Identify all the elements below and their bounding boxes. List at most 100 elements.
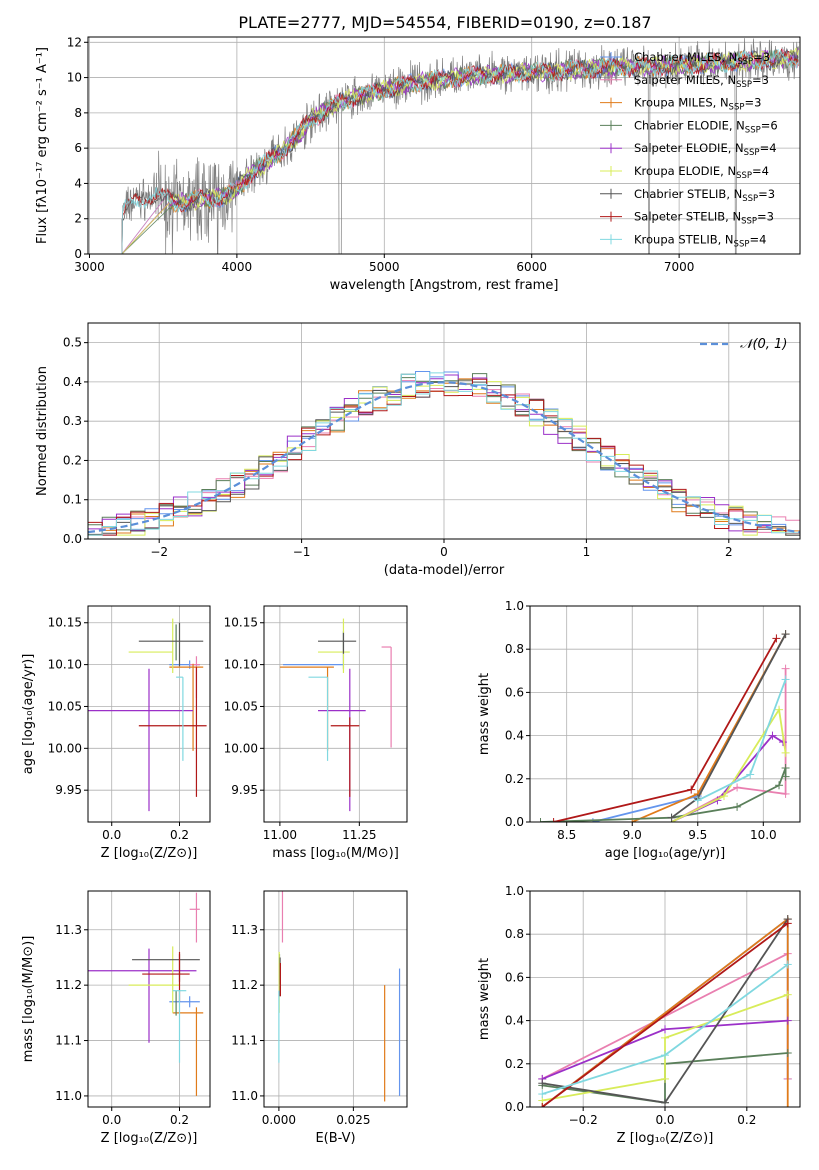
legend-entry-sub: SSP — [736, 171, 752, 181]
mass_weight_vs_age-ytick-label: 0.6 — [505, 685, 524, 699]
mass_weight_vs_age-xtick-label: 9.5 — [688, 828, 707, 842]
spectrum-xtick-label: 4000 — [222, 260, 253, 274]
spectrum-ytick-label: 8 — [74, 106, 82, 120]
residuals-ytick-label: 0.1 — [63, 493, 82, 507]
legend-entry: Chabrier ELODIE, NSSP=6 — [634, 118, 778, 135]
mass_vs_Z-xtick-label: 0.0 — [102, 1113, 121, 1127]
residuals-content — [88, 370, 800, 539]
age_vs_Z-content — [88, 618, 207, 812]
mass_weight_vs_age-ytick-label: 0.0 — [505, 815, 524, 829]
mass_vs_Z-ylabel: mass [log₁₀(M/M⊙)] — [21, 936, 36, 1063]
mass_vs_Z-ytick-label: 11.1 — [55, 1034, 82, 1048]
legend-entry-n: =3 — [752, 73, 769, 87]
legend-entry-sub: SSP — [742, 194, 758, 204]
spectrum-ylabel: Flux [fλ10⁻¹⁷ erg cm⁻² s⁻¹ A⁻¹] — [35, 47, 50, 244]
age_vs_mass-xtick-label: 11.25 — [342, 828, 376, 842]
mass_weight_vs_Z-content — [538, 915, 792, 1107]
mass_weight_vs_age-plot: 8.5 9.0 9.5 10.0 0.0 0.2 0.4 0.6 0.8 1.0 age [log₁… — [477, 599, 801, 861]
spectrum-model-line — [121, 49, 799, 254]
mass_weight_vs_Z-ytick-label: 0.4 — [505, 1014, 524, 1028]
legend-entry-label: Salpeter STELIB, N — [634, 210, 741, 224]
legend-entry: Salpeter ELODIE, NSSP=4 — [634, 141, 777, 158]
legend-entry-label: Salpeter ELODIE, N — [634, 141, 744, 155]
normal-curve — [88, 381, 800, 534]
age_vs_Z-ylabel: age [log₁₀(age/yr)] — [21, 654, 36, 775]
mass_weight_vs_age-content — [536, 630, 790, 822]
mass_vs_Z-ytick-label: 11.0 — [55, 1089, 82, 1103]
mass_weight_vs_age-xtick-label: 10.0 — [750, 828, 777, 842]
mass_weight_vs_age-frame — [529, 605, 801, 823]
mass_vs_Z-ytick-label: 11.2 — [55, 978, 82, 992]
mass_weight_vs_age-xtick-label: 9.0 — [623, 828, 642, 842]
spectrum-xtick-label: 3000 — [74, 260, 105, 274]
mass_weight_vs_Z-xtick-label: 0.2 — [737, 1113, 756, 1127]
legend-entry-n: =6 — [761, 118, 778, 132]
mass_weight_vs_age-series — [592, 633, 787, 822]
legend-entry-n: =3 — [753, 50, 770, 64]
spectrum-model-line — [121, 48, 799, 254]
residuals-ytick-label: 0.5 — [63, 336, 82, 350]
spectrum-ytick-label: 4 — [74, 176, 82, 190]
age_vs_Z-ytick-label: 10.10 — [48, 658, 82, 672]
spectrum-ytick-label: 2 — [74, 212, 82, 226]
spectrum-ytick-label: 10 — [67, 71, 82, 85]
spectrum-ytick-label: 6 — [74, 141, 82, 155]
age_vs_mass-ytick-label: 9.95 — [231, 783, 258, 797]
mass_weight_vs_age-series — [553, 637, 778, 822]
mass_weight_vs_Z-ylabel: mass weight — [477, 958, 492, 1040]
legend-entry-n: =4 — [760, 141, 777, 155]
mass_weight_vs_age-xlabel: age [log₁₀(age/yr)] — [605, 846, 726, 861]
mass_vs_Z-xtick-label: 0.2 — [170, 1113, 189, 1127]
residuals-xtick-label: −2 — [150, 545, 168, 559]
mass_vs_Z-plot: 0.0 0.2 11.0 11.1 11.2 11.3 Z [log₁₀(Z/Z⊙)] mas… — [21, 890, 211, 1146]
age_vs_mass-xtick-label: 11.00 — [263, 828, 297, 842]
mass_weight_vs_age-ylabel: mass weight — [477, 673, 492, 755]
legend-entry: Salpeter STELIB, NSSP=3 — [634, 210, 774, 227]
mass_weight_vs_Z-ytick-label: 1.0 — [505, 884, 524, 898]
mass_weight_vs_age-series — [671, 707, 787, 822]
legend-entry-sub: SSP — [745, 125, 761, 135]
mass_vs_Z-frame — [87, 890, 211, 1108]
normal-legend-label: 𝒩(0, 1) — [740, 337, 787, 352]
age_vs_mass-ytick-label: 10.00 — [224, 741, 258, 755]
age_vs_mass-xlabel: mass [log₁₀(M/M⊙)] — [272, 846, 399, 861]
mass_vs_EBV-xtick-label: 0.000 — [262, 1113, 296, 1127]
mass_weight_vs_age-series — [697, 679, 787, 802]
figure-title: PLATE=2777, MJD=54554, FIBERID=0190, z=0… — [238, 13, 651, 32]
mass_vs_Z-content — [88, 892, 204, 1096]
residuals-xlabel: (data-model)/error — [384, 563, 505, 578]
residuals-xtick-label: −1 — [293, 545, 311, 559]
spectrum-xtick-label: 5000 — [369, 260, 400, 274]
residuals-xtick-label: 1 — [583, 545, 591, 559]
spectrum-content — [121, 38, 799, 254]
legend-entry: Kroupa MILES, NSSP=3 — [634, 96, 761, 113]
mass_weight_vs_Z-plot: −0.2 0.0 0.2 0.0 0.2 0.4 0.6 0.8 1.0 Z [log₁₀(Z/Z… — [477, 884, 801, 1146]
legend-entry-label: Kroupa MILES, N — [634, 96, 729, 110]
mass_vs_EBV-ytick-label: 11.2 — [231, 978, 258, 992]
age_vs_mass-plot: 11.00 11.25 9.95 10.00 10.05 10.10 10.15 mass [… — [224, 605, 408, 861]
age_vs_Z-xlabel: Z [log₁₀(Z/Z⊙)] — [101, 846, 198, 861]
age_vs_mass-ytick-label: 10.05 — [224, 699, 258, 713]
mass_weight_vs_Z-xlabel: Z [log₁₀(Z/Z⊙)] — [617, 1131, 714, 1146]
mass_weight_vs_Z-xtick-label: −0.2 — [569, 1113, 598, 1127]
mass_vs_EBV-content — [278, 891, 401, 1102]
age_vs_Z-ytick-label: 10.15 — [48, 616, 82, 630]
residuals-ytick-label: 0.2 — [63, 453, 82, 467]
mass_vs_EBV-plot: 0.000 0.025 11.0 11.1 11.2 11.3 E(B-V) — [231, 890, 408, 1146]
mass_vs_Z-xlabel: Z [log₁₀(Z/Z⊙)] — [101, 1131, 198, 1146]
legend-entry: Kroupa ELODIE, NSSP=4 — [634, 164, 769, 181]
legend-entry: Chabrier STELIB, NSSP=3 — [634, 187, 775, 204]
mass_vs_EBV-ytick-label: 11.3 — [231, 923, 258, 937]
mass_weight_vs_age-xtick-label: 8.5 — [557, 828, 576, 842]
age_vs_Z-ytick-label: 10.00 — [48, 741, 82, 755]
legend-entry-label: Chabrier ELODIE, N — [634, 118, 745, 132]
mass_weight_vs_Z-series — [541, 922, 789, 1107]
residuals-ytick-label: 0.3 — [63, 414, 82, 428]
legend-entry-label: Kroupa ELODIE, N — [634, 164, 736, 178]
legend-entry-label: Chabrier STELIB, N — [634, 187, 742, 201]
spectrum-plot: 3000 4000 5000 6000 7000 0 2 4 6 8 10 12 wavelength … — [35, 35, 801, 293]
mass_vs_EBV-grid — [264, 891, 407, 1107]
residuals-xtick-label: 0 — [440, 545, 448, 559]
